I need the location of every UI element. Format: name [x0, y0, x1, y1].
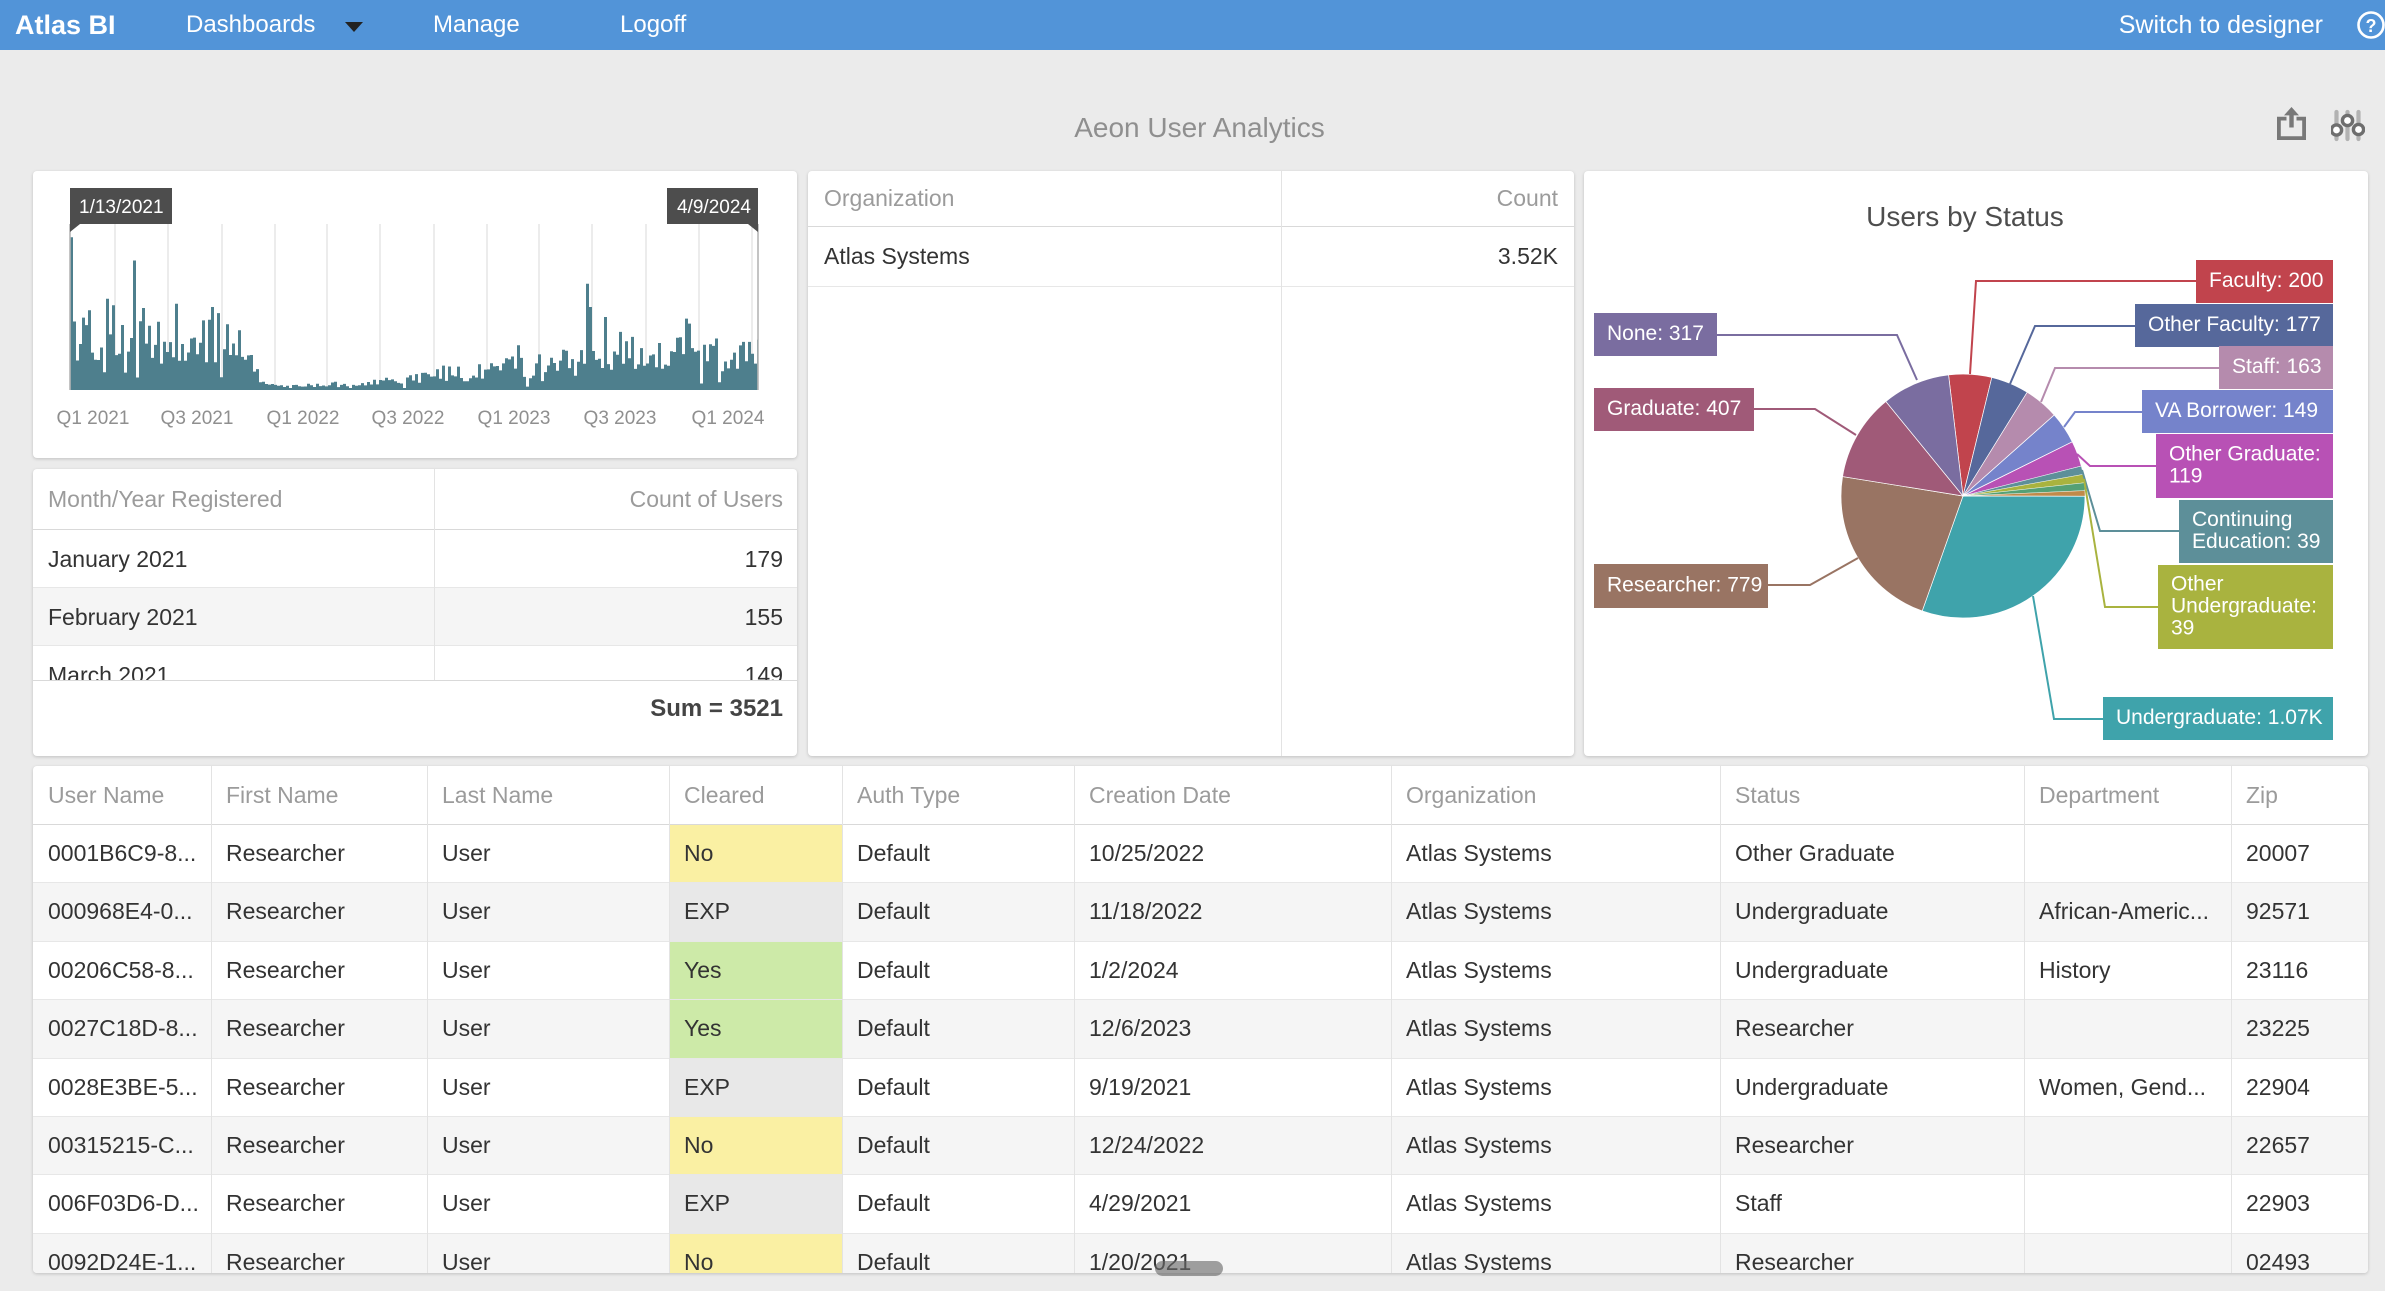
svg-text:Other: Other	[2171, 573, 2224, 596]
svg-text:119: 119	[2169, 465, 2202, 488]
svg-text:Education: 39: Education: 39	[2192, 530, 2320, 553]
svg-text:Q3 2022: Q3 2022	[372, 408, 445, 429]
svg-text:Q1 2021: Q1 2021	[57, 408, 130, 429]
svg-text:None: 317: None: 317	[1607, 322, 1704, 345]
svg-text:39: 39	[2171, 617, 2194, 640]
svg-text:Users by Status: Users by Status	[1866, 201, 2064, 232]
svg-text:1/13/2021: 1/13/2021	[79, 197, 164, 218]
svg-text:Faculty: 200: Faculty: 200	[2209, 269, 2323, 292]
svg-text:Q1 2023: Q1 2023	[478, 408, 551, 429]
svg-text:Q1 2024: Q1 2024	[692, 408, 765, 429]
svg-text:VA Borrower: 149: VA Borrower: 149	[2155, 399, 2318, 422]
svg-text:Q3 2023: Q3 2023	[584, 408, 657, 429]
svg-text:Undergraduate:: Undergraduate:	[2171, 595, 2317, 618]
svg-text:Undergraduate: 1.07K: Undergraduate: 1.07K	[2116, 706, 2323, 729]
svg-text:Other Graduate:: Other Graduate:	[2169, 443, 2321, 466]
svg-text:4/9/2024: 4/9/2024	[677, 197, 751, 218]
svg-text:Q3 2021: Q3 2021	[161, 408, 234, 429]
svg-text:Continuing: Continuing	[2192, 508, 2292, 531]
svg-text:Q1 2022: Q1 2022	[267, 408, 340, 429]
svg-text:Other Faculty: 177: Other Faculty: 177	[2148, 313, 2321, 336]
svg-text:Staff: 163: Staff: 163	[2232, 355, 2322, 378]
svg-text:?: ?	[2366, 16, 2377, 36]
svg-text:Researcher: 779: Researcher: 779	[1607, 574, 1762, 597]
svg-text:Graduate: 407: Graduate: 407	[1607, 397, 1741, 420]
